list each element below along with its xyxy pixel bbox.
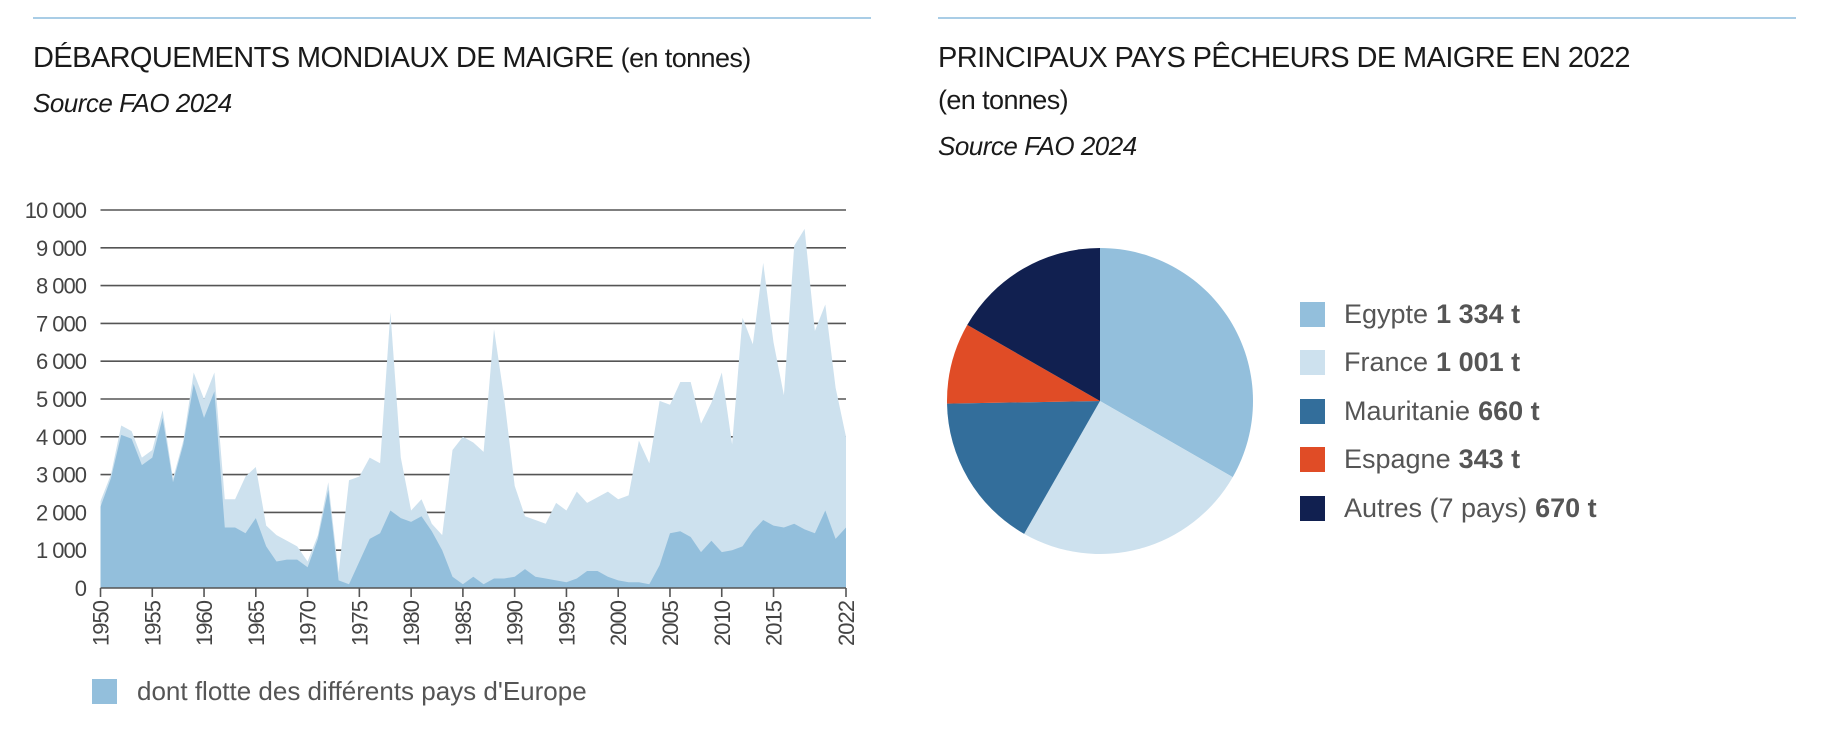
pie-legend-item: Egypte 1 334 t bbox=[1300, 290, 1597, 339]
y-tick-label: 1 000 bbox=[36, 538, 87, 563]
x-tick-label: 1955 bbox=[140, 600, 165, 646]
left-top-rule bbox=[33, 17, 871, 19]
pie-legend-value: 1 001 t bbox=[1436, 347, 1521, 378]
y-tick-label: 5 000 bbox=[36, 387, 87, 412]
pie-legend-label: Egypte bbox=[1344, 298, 1429, 329]
y-tick-label: 7 000 bbox=[36, 311, 87, 336]
x-tick-label: 1990 bbox=[503, 600, 528, 646]
pie-legend-item: Autres (7 pays) 670 t bbox=[1300, 484, 1597, 533]
pie-legend-label: Espagne bbox=[1344, 444, 1451, 475]
area-chart-title-main: DÉBARQUEMENTS MONDIAUX DE MAIGRE bbox=[33, 42, 614, 74]
pie-slice-espagne bbox=[947, 324, 1100, 404]
x-tick-label: 1995 bbox=[554, 600, 579, 646]
x-tick-label: 2015 bbox=[762, 600, 787, 646]
x-tick-label: 2010 bbox=[710, 600, 735, 646]
area-europe-fleet bbox=[100, 383, 846, 588]
pie-legend-swatch bbox=[1300, 398, 1325, 424]
y-tick-label: 8 000 bbox=[36, 274, 87, 299]
pie-legend-label: Autres (7 pays) bbox=[1344, 492, 1528, 523]
x-tick-label: 1970 bbox=[296, 600, 321, 646]
x-tick-label: 1950 bbox=[89, 600, 114, 646]
area-total bbox=[100, 228, 846, 588]
pie-legend-item: Espagne 343 t bbox=[1300, 436, 1597, 485]
pie-slice-mauritanie bbox=[947, 401, 1100, 534]
x-tick-label: 1975 bbox=[347, 600, 372, 646]
x-tick-label: 2005 bbox=[658, 600, 683, 646]
pie-legend-value: 670 t bbox=[1535, 492, 1597, 523]
y-tick-label: 9 000 bbox=[36, 236, 87, 261]
pie-legend-label: Mauritanie bbox=[1344, 395, 1471, 426]
area-legend-swatch bbox=[92, 679, 117, 704]
pie-chart-source: Source FAO 2024 bbox=[938, 131, 1137, 161]
x-tick-label: 1980 bbox=[399, 600, 424, 646]
area-legend: dont flotte des différents pays d'Europe bbox=[92, 676, 587, 707]
x-tick-label: 2000 bbox=[606, 600, 631, 646]
pie-legend-swatch bbox=[1300, 350, 1325, 376]
y-tick-label: 6 000 bbox=[36, 349, 87, 374]
pie-chart-title-unit: (en tonnes) bbox=[938, 85, 1069, 115]
x-tick-label: 1960 bbox=[192, 600, 217, 646]
pie-legend-item: France 1 001 t bbox=[1300, 339, 1597, 388]
pie-legend-value: 1 334 t bbox=[1436, 298, 1521, 329]
pie-legend-swatch bbox=[1300, 495, 1325, 521]
y-tick-label: 3 000 bbox=[36, 463, 87, 488]
right-top-rule bbox=[938, 17, 1796, 19]
y-tick-label: 10 000 bbox=[25, 198, 87, 223]
area-legend-label: dont flotte des différents pays d'Europe bbox=[137, 676, 587, 706]
pie-legend: Egypte 1 334 t France 1 001 t Mauritanie… bbox=[1300, 290, 1597, 533]
y-tick-label: 4 000 bbox=[36, 425, 87, 450]
pie-legend-value: 343 t bbox=[1458, 444, 1521, 475]
pie-slice-egypte bbox=[1100, 248, 1253, 478]
pie-legend-item: Mauritanie 660 t bbox=[1300, 387, 1597, 436]
x-tick-label: 1985 bbox=[451, 600, 476, 646]
area-chart-title: DÉBARQUEMENTS MONDIAUX DE MAIGRE (en ton… bbox=[33, 42, 751, 75]
pie-legend-swatch bbox=[1300, 301, 1325, 327]
pie-slice-france bbox=[1024, 401, 1233, 554]
pie-legend-value: 660 t bbox=[1478, 395, 1540, 426]
area-chart-title-unit: (en tonnes) bbox=[620, 43, 752, 73]
pie-legend-swatch bbox=[1300, 447, 1325, 473]
x-tick-label: 2022 bbox=[834, 600, 859, 646]
y-tick-label: 0 bbox=[75, 576, 87, 601]
area-chart-source: Source FAO 2024 bbox=[33, 88, 232, 118]
pie-slice-autres-7-pays bbox=[967, 248, 1100, 401]
x-tick-label: 1965 bbox=[244, 600, 269, 646]
pie-legend-label: France bbox=[1344, 347, 1429, 378]
y-tick-label: 2 000 bbox=[36, 500, 87, 525]
pie-chart-title: PRINCIPAUX PAYS PÊCHEURS DE MAIGRE EN 20… bbox=[938, 42, 1631, 74]
